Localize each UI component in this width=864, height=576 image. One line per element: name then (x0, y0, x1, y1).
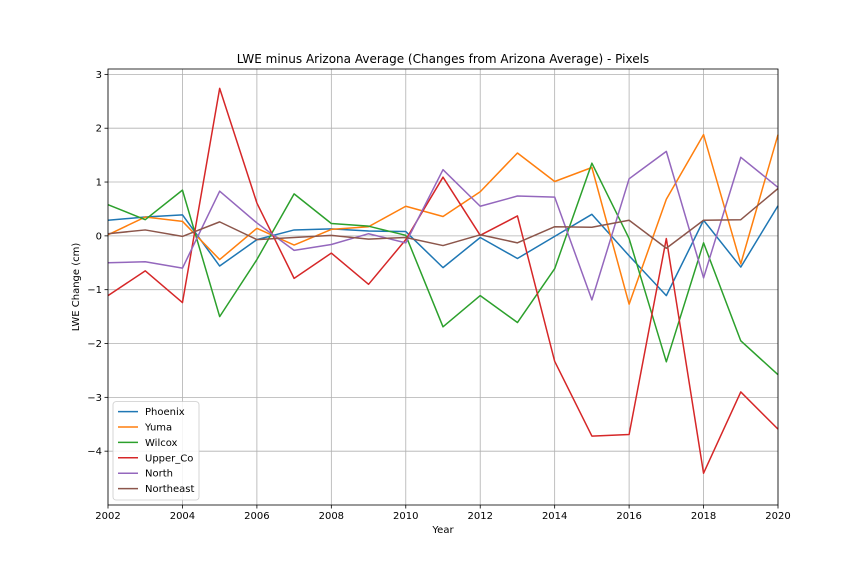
y-axis-ticks: 3 2 1 0 −1 −2 −3 −4 (87, 70, 108, 458)
x-tick-label: 2012 (467, 511, 492, 522)
legend-label: Northeast (145, 484, 194, 495)
legend-box (112, 401, 200, 501)
y-tick-label: 3 (96, 70, 102, 81)
y-tick-label: 1 (96, 178, 102, 189)
legend-label: Upper_Co (145, 453, 193, 464)
x-tick-label: 2018 (691, 511, 716, 522)
series-line-northeast (107, 187, 779, 249)
y-tick-label: −4 (87, 447, 102, 458)
x-tick-label: 2008 (319, 511, 344, 522)
y-tick-label: −3 (87, 393, 102, 404)
x-tick-label: 2002 (95, 511, 120, 522)
x-tick-label: 2006 (244, 511, 269, 522)
x-axis-label: Year (431, 525, 454, 536)
legend-label: North (145, 469, 173, 480)
chart-title: LWE minus Arizona Average (Changes from … (237, 52, 649, 66)
y-tick-label: 2 (96, 124, 102, 135)
series-line-north (107, 150, 779, 301)
series-line-yuma (107, 133, 779, 305)
x-tick-label: 2020 (765, 511, 790, 522)
x-tick-label: 2016 (616, 511, 641, 522)
x-axis-ticks: 2002 2004 2006 2008 2010 2012 2014 2016 2018 2020 (95, 505, 791, 522)
y-axis-label: LWE Change (cm) (71, 243, 82, 332)
legend-label: Phoenix (145, 407, 185, 418)
plot-frame (107, 68, 779, 506)
series-line-upper-co (107, 87, 779, 474)
y-tick-label: −2 (87, 339, 102, 350)
x-tick-label: 2014 (542, 511, 567, 522)
legend: Phoenix Yuma Wilcox Upper_Co North Northeast (112, 401, 200, 501)
y-tick-label: 0 (96, 231, 102, 242)
series-line-phoenix (107, 205, 779, 297)
series-lines (107, 87, 779, 474)
series-line-wilcox (107, 162, 779, 376)
x-tick-label: 2004 (170, 511, 195, 522)
x-tick-label: 2010 (393, 511, 418, 522)
y-tick-label: −1 (87, 285, 102, 296)
legend-label: Wilcox (145, 438, 178, 449)
legend-label: Yuma (144, 423, 172, 434)
